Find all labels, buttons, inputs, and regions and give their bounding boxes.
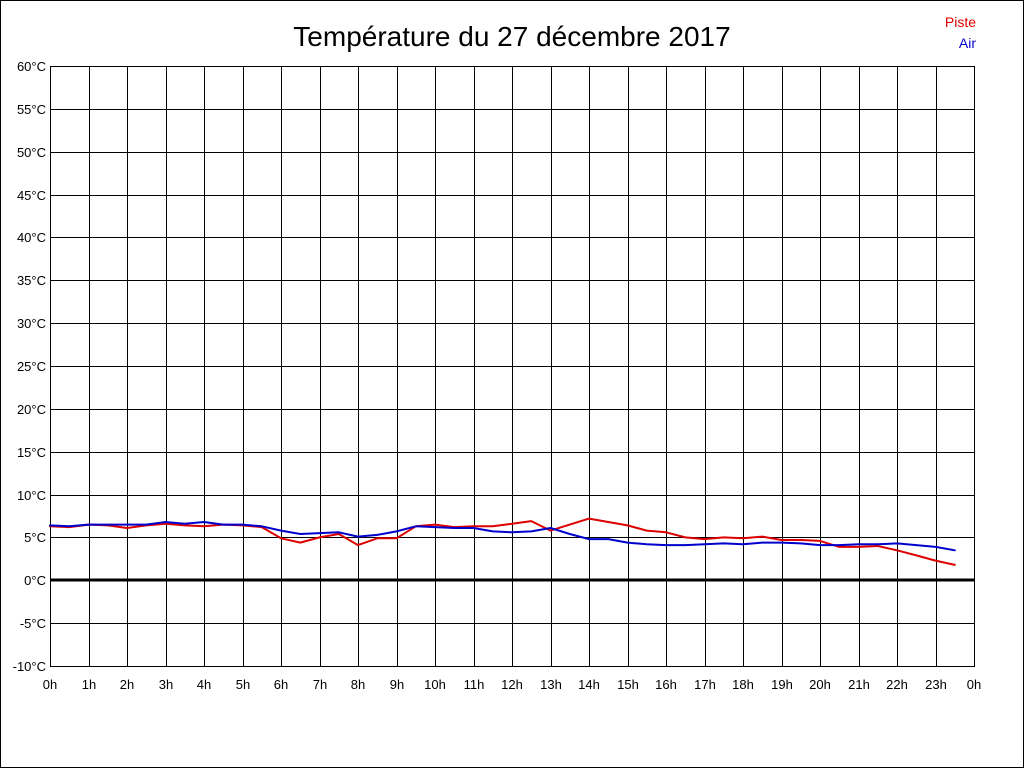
y-tick-label: 0°C: [24, 573, 46, 588]
x-tick-label: 13h: [540, 677, 562, 692]
x-tick-label: 20h: [809, 677, 831, 692]
x-tick-label: 7h: [313, 677, 327, 692]
x-tick-label: 14h: [578, 677, 600, 692]
plot-area: [50, 66, 975, 667]
y-tick-label: 35°C: [17, 273, 46, 288]
legend: Piste Air: [945, 14, 976, 51]
series-layer: [49, 517, 956, 566]
series-line-piste: [49, 517, 956, 566]
y-tick-label: -10°C: [13, 659, 46, 674]
grid-layer: [50, 66, 975, 667]
x-tick-label: 1h: [82, 677, 96, 692]
chart-title: Température du 27 décembre 2017: [293, 21, 730, 52]
x-tick-label: 17h: [694, 677, 716, 692]
x-tick-label: 3h: [159, 677, 173, 692]
x-tick-label: 18h: [732, 677, 754, 692]
x-tick-label: 5h: [236, 677, 250, 692]
legend-entry-piste: Piste: [945, 14, 976, 30]
x-tick-label: 9h: [390, 677, 404, 692]
y-tick-label: 55°C: [17, 102, 46, 117]
y-tick-label: -5°C: [20, 616, 46, 631]
x-tick-label: 22h: [886, 677, 908, 692]
y-tick-label: 25°C: [17, 359, 46, 374]
x-tick-label: 10h: [424, 677, 446, 692]
y-tick-label: 15°C: [17, 445, 46, 460]
x-tick-label: 21h: [848, 677, 870, 692]
x-axis: 0h 1h 2h 3h 4h 5h 6h 7h 8h 9h 10h 11h 12h 13h 14h 15h 16…: [43, 677, 981, 692]
y-tick-label: 10°C: [17, 488, 46, 503]
x-tick-label: 19h: [771, 677, 793, 692]
x-tick-label: 11h: [464, 677, 485, 692]
x-tick-label: 16h: [655, 677, 677, 692]
y-tick-label: 50°C: [17, 145, 46, 160]
x-tick-label: 8h: [351, 677, 365, 692]
y-tick-label: 20°C: [17, 402, 46, 417]
x-tick-label: 2h: [120, 677, 134, 692]
y-tick-label: 60°C: [17, 59, 46, 74]
legend-entry-air: Air: [959, 35, 976, 51]
x-tick-label: 0h: [43, 677, 57, 692]
x-tick-label: 0h: [967, 677, 981, 692]
y-tick-label: 30°C: [17, 316, 46, 331]
x-tick-label: 15h: [617, 677, 639, 692]
y-tick-label: 5°C: [24, 530, 46, 545]
y-tick-label: 45°C: [17, 188, 46, 203]
x-tick-label: 12h: [501, 677, 523, 692]
x-tick-label: 23h: [925, 677, 947, 692]
x-tick-label: 4h: [197, 677, 211, 692]
y-tick-label: 40°C: [17, 230, 46, 245]
y-axis: 60°C 55°C 50°C 45°C 40°C 35°C 30°C 25°C 20°C 15°C…: [13, 59, 46, 674]
series-line-air: [49, 521, 956, 552]
x-tick-label: 6h: [274, 677, 288, 692]
